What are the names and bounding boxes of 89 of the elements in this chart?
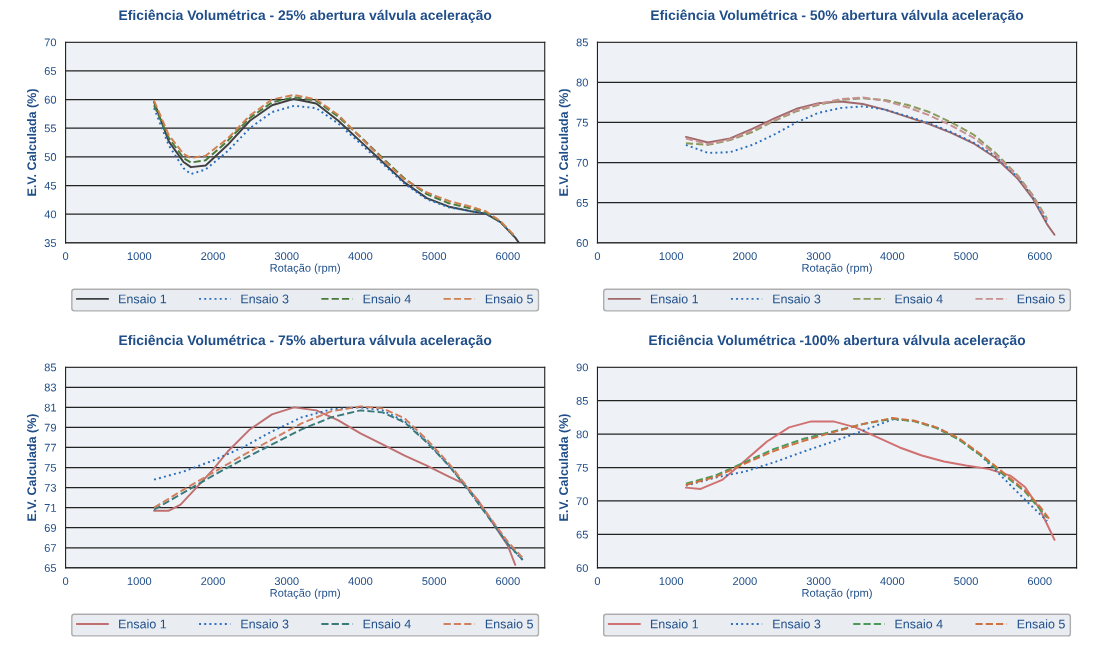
- x-axis-title: Rotação (rpm): [802, 588, 872, 600]
- y-tick-label: 75: [44, 463, 57, 472]
- x-tick-label: 4000: [348, 577, 373, 586]
- legend-label: Ensaio 4: [363, 619, 411, 629]
- x-tick-label: 6000: [496, 577, 520, 586]
- y-tick-label: 90: [576, 363, 588, 372]
- x-tick-label: 0: [62, 252, 69, 261]
- chart-title: Eficiência Volumétrica - 25% abertura válvula aceleração: [119, 9, 492, 23]
- y-tick-label: 69: [44, 524, 57, 532]
- y-tick-label: 60: [44, 95, 57, 104]
- x-axis-title: Rotação (rpm): [802, 263, 872, 275]
- y-tick-label: 75: [576, 118, 588, 127]
- y-tick-label: 65: [44, 67, 57, 75]
- y-tick-label: 77: [44, 443, 56, 452]
- y-tick-label: 75: [576, 463, 588, 472]
- y-tick-label: 50: [44, 153, 57, 161]
- legend-label: Ensaio 3: [241, 294, 289, 304]
- x-axis-title: Rotação (rpm): [270, 588, 340, 600]
- x-tick-label: 4000: [348, 252, 373, 261]
- x-tick-label: 2000: [201, 252, 225, 261]
- legend-label: Ensaio 1: [119, 619, 167, 629]
- legend-label: Ensaio 3: [773, 619, 821, 629]
- y-tick-label: 40: [44, 210, 57, 219]
- y-tick-label: 45: [44, 181, 57, 190]
- y-tick-label: 65: [576, 530, 588, 539]
- legend-label: Ensaio 4: [895, 294, 943, 304]
- x-tick-label: 6000: [1027, 252, 1052, 261]
- x-tick-label: 2000: [733, 252, 757, 261]
- y-axis-title: E.V. Calculada (%): [26, 414, 39, 521]
- x-tick-label: 3000: [806, 577, 831, 586]
- y-tick-label: 85: [576, 38, 588, 47]
- legend-label: Ensaio 5: [485, 294, 533, 304]
- y-tick-label: 70: [576, 497, 588, 506]
- y-axis-title: E.V. Calculada (%): [26, 89, 39, 196]
- x-tick-label: 6000: [496, 252, 520, 261]
- x-axis-title: Rotação (rpm): [270, 263, 340, 275]
- x-tick-label: 5000: [422, 577, 447, 586]
- legend-label: Ensaio 1: [650, 294, 698, 304]
- x-tick-label: 1000: [127, 577, 152, 586]
- x-tick-label: 5000: [954, 252, 978, 261]
- chart-title: Eficiência Volumétrica - 50% abertura válvula aceleração: [651, 9, 1024, 23]
- legend-label: Ensaio 5: [1017, 294, 1065, 304]
- x-tick-label: 0: [594, 252, 601, 261]
- y-tick-label: 71: [44, 504, 57, 512]
- x-tick-label: 5000: [954, 577, 978, 586]
- legend-label: Ensaio 5: [485, 619, 533, 629]
- x-tick-label: 0: [594, 577, 601, 586]
- legend-label: Ensaio 4: [363, 294, 411, 304]
- x-tick-label: 3000: [274, 252, 299, 261]
- x-tick-label: 0: [62, 577, 69, 586]
- y-tick-label: 65: [44, 564, 57, 573]
- line-series: [684, 420, 1056, 541]
- legend-label: Ensaio 5: [1017, 619, 1065, 629]
- y-tick-label: 70: [44, 38, 57, 47]
- y-tick-label: 35: [44, 239, 57, 247]
- chart-title: Eficiência Volumétrica -100% abertura válvula aceleração: [649, 334, 1026, 348]
- y-tick-label: 60: [576, 564, 588, 573]
- y-tick-label: 73: [44, 483, 57, 492]
- legend-label: Ensaio 3: [773, 294, 821, 304]
- x-tick-label: 1000: [659, 252, 684, 261]
- legend-label: Ensaio 1: [650, 619, 698, 629]
- chart-title: Eficiência Volumétrica - 75% abertura válvula aceleração: [119, 334, 492, 348]
- y-axis-title: E.V. Calculada (%): [558, 89, 571, 196]
- y-tick-label: 85: [576, 396, 588, 405]
- x-tick-label: 3000: [274, 577, 299, 586]
- x-tick-label: 1000: [659, 577, 684, 586]
- y-tick-label: 80: [576, 430, 588, 439]
- x-tick-label: 3000: [806, 252, 831, 261]
- y-tick-label: 55: [44, 124, 57, 133]
- y-tick-label: 85: [44, 363, 57, 372]
- x-tick-label: 4000: [880, 577, 905, 586]
- legend-label: Ensaio 1: [119, 294, 167, 304]
- y-tick-label: 65: [576, 198, 588, 207]
- y-tick-label: 81: [44, 403, 57, 412]
- x-tick-label: 6000: [1027, 577, 1052, 586]
- x-tick-label: 4000: [880, 252, 905, 261]
- x-tick-label: 5000: [422, 252, 447, 261]
- legend-label: Ensaio 4: [895, 619, 943, 629]
- y-tick-label: 67: [44, 544, 56, 552]
- x-tick-label: 1000: [127, 252, 152, 261]
- y-tick-label: 60: [576, 239, 588, 247]
- legend-label: Ensaio 3: [241, 619, 289, 629]
- x-tick-label: 2000: [201, 577, 225, 586]
- x-tick-label: 2000: [733, 577, 757, 586]
- y-axis-title: E.V. Calculada (%): [558, 414, 571, 521]
- y-tick-label: 80: [576, 78, 588, 87]
- y-tick-label: 79: [44, 423, 57, 432]
- y-tick-label: 83: [44, 383, 57, 392]
- y-tick-label: 70: [576, 158, 588, 167]
